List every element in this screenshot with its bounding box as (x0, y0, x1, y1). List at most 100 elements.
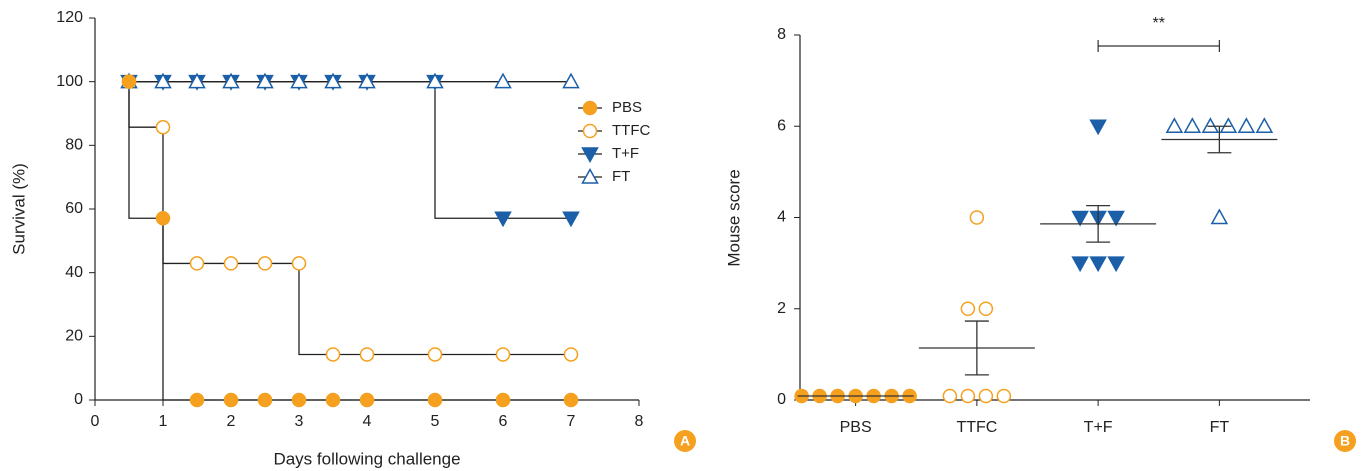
y-tick-label: 8 (777, 26, 786, 43)
x-tick-label: 4 (363, 413, 372, 430)
marker (189, 392, 205, 408)
y-tick-label: 80 (65, 137, 83, 154)
significance-label: ** (1153, 15, 1165, 32)
legend-label: TTFC (612, 122, 650, 139)
marker (325, 392, 341, 408)
y-tick-label: 4 (777, 209, 786, 226)
legend-label: FT (612, 168, 630, 185)
x-tick-label: 1 (159, 413, 168, 430)
x-tick-label: 7 (567, 413, 576, 430)
marker (359, 347, 375, 362)
legend-marker (581, 147, 599, 164)
error-bar (1086, 204, 1111, 243)
marker (1089, 256, 1107, 273)
marker (942, 388, 958, 404)
marker (1165, 117, 1184, 133)
marker (562, 72, 580, 89)
legend-marker (581, 167, 599, 184)
x-tick-label: T+F (1084, 419, 1113, 436)
panel-label: B (1340, 433, 1350, 449)
y-axis-label: Mouse score (724, 169, 743, 266)
panel-badge (1334, 430, 1356, 452)
marker (960, 388, 976, 404)
marker (291, 392, 307, 408)
marker (1201, 117, 1220, 133)
marker (1107, 210, 1125, 227)
marker (494, 72, 512, 89)
marker (155, 119, 171, 135)
x-axis-label: Days following challenge (273, 449, 460, 468)
marker (427, 392, 443, 408)
x-tick-label: 2 (227, 413, 236, 430)
x-tick-label: 0 (91, 413, 100, 430)
marker (222, 72, 240, 89)
panel-badge (674, 430, 696, 452)
marker (563, 347, 579, 362)
marker (978, 388, 994, 404)
legend-label: PBS (612, 99, 642, 116)
marker (291, 256, 307, 271)
marker (495, 392, 511, 408)
marker (978, 301, 994, 316)
marker (969, 210, 985, 225)
legend-marker (582, 100, 598, 116)
x-tick-label: FT (1210, 419, 1230, 436)
y-tick-label: 20 (65, 328, 83, 345)
error-bar (964, 320, 989, 376)
y-tick-label: 0 (777, 391, 786, 408)
marker (290, 72, 308, 89)
marker (325, 347, 341, 362)
marker (188, 72, 206, 89)
legend-label: T+F (612, 145, 639, 162)
y-tick-label: 6 (777, 117, 786, 134)
marker (1071, 210, 1089, 227)
x-tick-label: 5 (431, 413, 440, 430)
marker (1183, 117, 1202, 133)
marker (495, 347, 511, 362)
marker (1237, 117, 1256, 133)
marker (257, 392, 273, 408)
marker (427, 347, 443, 362)
marker (257, 256, 273, 271)
marker (324, 72, 342, 89)
marker (563, 392, 579, 408)
marker (1255, 117, 1274, 133)
marker (1089, 119, 1107, 136)
marker (223, 256, 239, 271)
marker (155, 210, 171, 226)
marker (359, 392, 375, 408)
marker (223, 392, 239, 408)
marker (1071, 256, 1089, 273)
y-tick-label: 60 (65, 200, 83, 217)
survival-line (128, 81, 571, 356)
x-tick-label: PBS (840, 419, 872, 436)
marker (494, 211, 512, 228)
significance-bracket (1097, 40, 1220, 52)
marker (121, 74, 137, 89)
marker (154, 72, 172, 89)
x-tick-label: 6 (499, 413, 508, 430)
marker (996, 388, 1012, 404)
marker (256, 72, 274, 89)
marker (960, 301, 976, 316)
marker (1107, 256, 1125, 273)
y-tick-label: 120 (56, 9, 83, 26)
panel-label: A (680, 433, 690, 449)
marker (562, 211, 580, 228)
x-tick-label: TTFC (956, 419, 997, 436)
y-tick-label: 0 (74, 391, 83, 408)
y-axis-label: Survival (%) (9, 163, 28, 255)
marker (1210, 208, 1229, 225)
marker (1219, 117, 1238, 133)
marker (189, 256, 205, 271)
x-tick-label: 3 (295, 413, 304, 430)
legend-marker (582, 123, 598, 139)
y-tick-label: 2 (777, 300, 786, 317)
y-tick-label: 40 (65, 264, 83, 281)
error-bar (1207, 125, 1232, 154)
marker (358, 72, 376, 89)
marker (426, 72, 444, 89)
x-tick-label: 8 (635, 413, 644, 430)
y-tick-label: 100 (56, 73, 83, 90)
